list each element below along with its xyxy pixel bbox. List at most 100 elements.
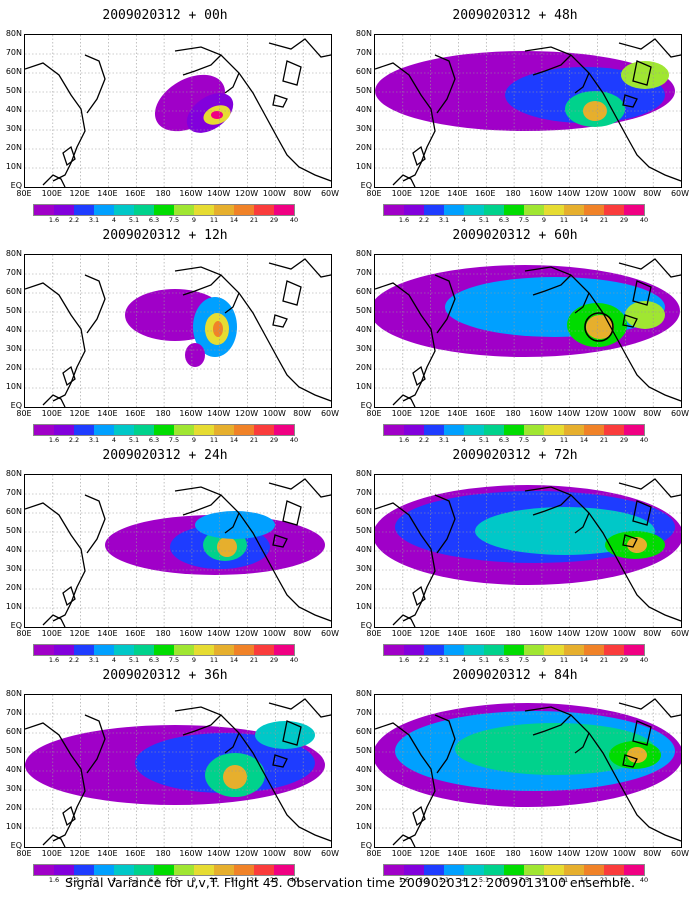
longitude-label: 160W xyxy=(179,189,203,198)
latitude-label: 20N xyxy=(355,143,372,152)
colorbar-swatch xyxy=(544,645,564,655)
longitude-label: 140W xyxy=(207,409,231,418)
colorbar-swatch xyxy=(424,645,444,655)
colorbar-swatch xyxy=(34,645,54,655)
colorbar xyxy=(33,644,295,656)
colorbar-swatch xyxy=(214,865,234,875)
variance-contour xyxy=(627,747,647,763)
colorbar-swatch xyxy=(234,645,254,655)
colorbar-swatch xyxy=(464,865,484,875)
latitude-label: 80N xyxy=(5,249,22,258)
colorbar-label: 40 xyxy=(639,436,649,444)
latitude-label: 20N xyxy=(355,363,372,372)
longitude-label: 60W xyxy=(670,849,690,858)
colorbar-swatch xyxy=(54,205,74,215)
colorbar-label: 21 xyxy=(599,656,609,664)
longitude-label: 160E xyxy=(475,629,496,638)
coastline xyxy=(25,502,86,622)
coastline xyxy=(434,714,456,774)
panel-title: 2009020312 + 48h xyxy=(452,8,578,23)
latitude-label: 50N xyxy=(5,86,22,95)
coastline xyxy=(174,266,331,402)
coastline xyxy=(434,54,456,114)
colorbar-label: 40 xyxy=(639,876,649,884)
longitude-label: 140W xyxy=(207,189,231,198)
colorbar-swatch xyxy=(34,425,54,435)
coastline xyxy=(224,732,240,754)
longitude-label: 100W xyxy=(612,409,636,418)
colorbar-label: 29 xyxy=(619,216,629,224)
longitude-label: 120W xyxy=(234,189,259,198)
colorbar-swatch xyxy=(384,645,404,655)
colorbar-label: 1.6 xyxy=(48,656,60,664)
latitude-label: EQ xyxy=(10,841,22,850)
colorbar-swatch xyxy=(94,205,114,215)
variance-contour xyxy=(625,301,665,329)
panel-title: 2009020312 + 72h xyxy=(452,448,578,463)
map-panel: 2009020312 + 60h 80N 70N 60N 50N 40N 30N 20N 10N… xyxy=(350,228,690,444)
colorbar-label: 6.3 xyxy=(148,216,160,224)
colorbar-swatch xyxy=(504,865,524,875)
coastline xyxy=(268,478,331,498)
colorbar-label: 3.1 xyxy=(438,436,450,444)
coastline xyxy=(434,274,456,334)
coastline xyxy=(62,365,76,387)
colorbar-label: 4 xyxy=(111,876,117,884)
colorbar-swatch xyxy=(584,205,604,215)
coastline xyxy=(632,720,652,746)
colorbar-label: 9 xyxy=(541,876,547,884)
latitude-label: 30N xyxy=(355,784,372,793)
colorbar-label: 7.5 xyxy=(168,876,180,884)
coastline xyxy=(632,500,652,526)
colorbar-swatch xyxy=(114,425,134,435)
colorbar-label: 5.1 xyxy=(128,216,140,224)
longitude-label: 160W xyxy=(529,849,553,858)
coastline xyxy=(412,145,426,167)
map-svg xyxy=(25,35,331,187)
longitude-label: 60W xyxy=(320,849,340,858)
colorbar-swatch xyxy=(274,865,294,875)
longitude-label: 140E xyxy=(447,629,468,638)
colorbar-swatch xyxy=(174,645,194,655)
coastline xyxy=(632,280,652,306)
colorbar-label: 2.2 xyxy=(68,436,80,444)
colorbar-swatch xyxy=(214,425,234,435)
colorbar-label: 9 xyxy=(541,656,547,664)
longitude-label: 160E xyxy=(475,189,496,198)
longitude-label: 100W xyxy=(262,849,286,858)
latitude-label: 70N xyxy=(5,268,22,277)
colorbar-label: 14 xyxy=(229,656,239,664)
latitude-label: 70N xyxy=(5,488,22,497)
longitude-label: 80E xyxy=(366,409,382,418)
colorbar-label: 2.2 xyxy=(68,876,80,884)
colorbar-swatch xyxy=(464,645,484,655)
latitude-label: EQ xyxy=(360,621,372,630)
longitude-label: 160E xyxy=(125,849,146,858)
latitude-label: 40N xyxy=(355,545,372,554)
latitude-label: 10N xyxy=(5,162,22,171)
coastline xyxy=(622,534,638,548)
coastline xyxy=(272,314,288,328)
colorbar-swatch xyxy=(524,645,544,655)
variance-contour xyxy=(195,511,275,539)
colorbar-label: 40 xyxy=(639,656,649,664)
variance-contour xyxy=(185,343,205,367)
coastline xyxy=(532,494,572,516)
longitude-label: 120W xyxy=(234,409,259,418)
longitude-label: 100E xyxy=(391,629,412,638)
colorbar-swatch xyxy=(404,205,424,215)
colorbar-label: 40 xyxy=(289,436,299,444)
coastline xyxy=(618,38,681,58)
panel-title: 2009020312 + 36h xyxy=(102,668,228,683)
latitude-label: 10N xyxy=(355,162,372,171)
colorbar xyxy=(33,424,295,436)
latitude-label: 70N xyxy=(5,708,22,717)
longitude-label: 140W xyxy=(207,849,231,858)
latitude-label: 20N xyxy=(5,363,22,372)
colorbar-label: 14 xyxy=(229,876,239,884)
latitude-label: 30N xyxy=(355,124,372,133)
coastline xyxy=(375,282,436,402)
colorbar-label: 7.5 xyxy=(168,216,180,224)
longitude-label: 120E xyxy=(69,849,90,858)
coastline xyxy=(524,486,681,622)
